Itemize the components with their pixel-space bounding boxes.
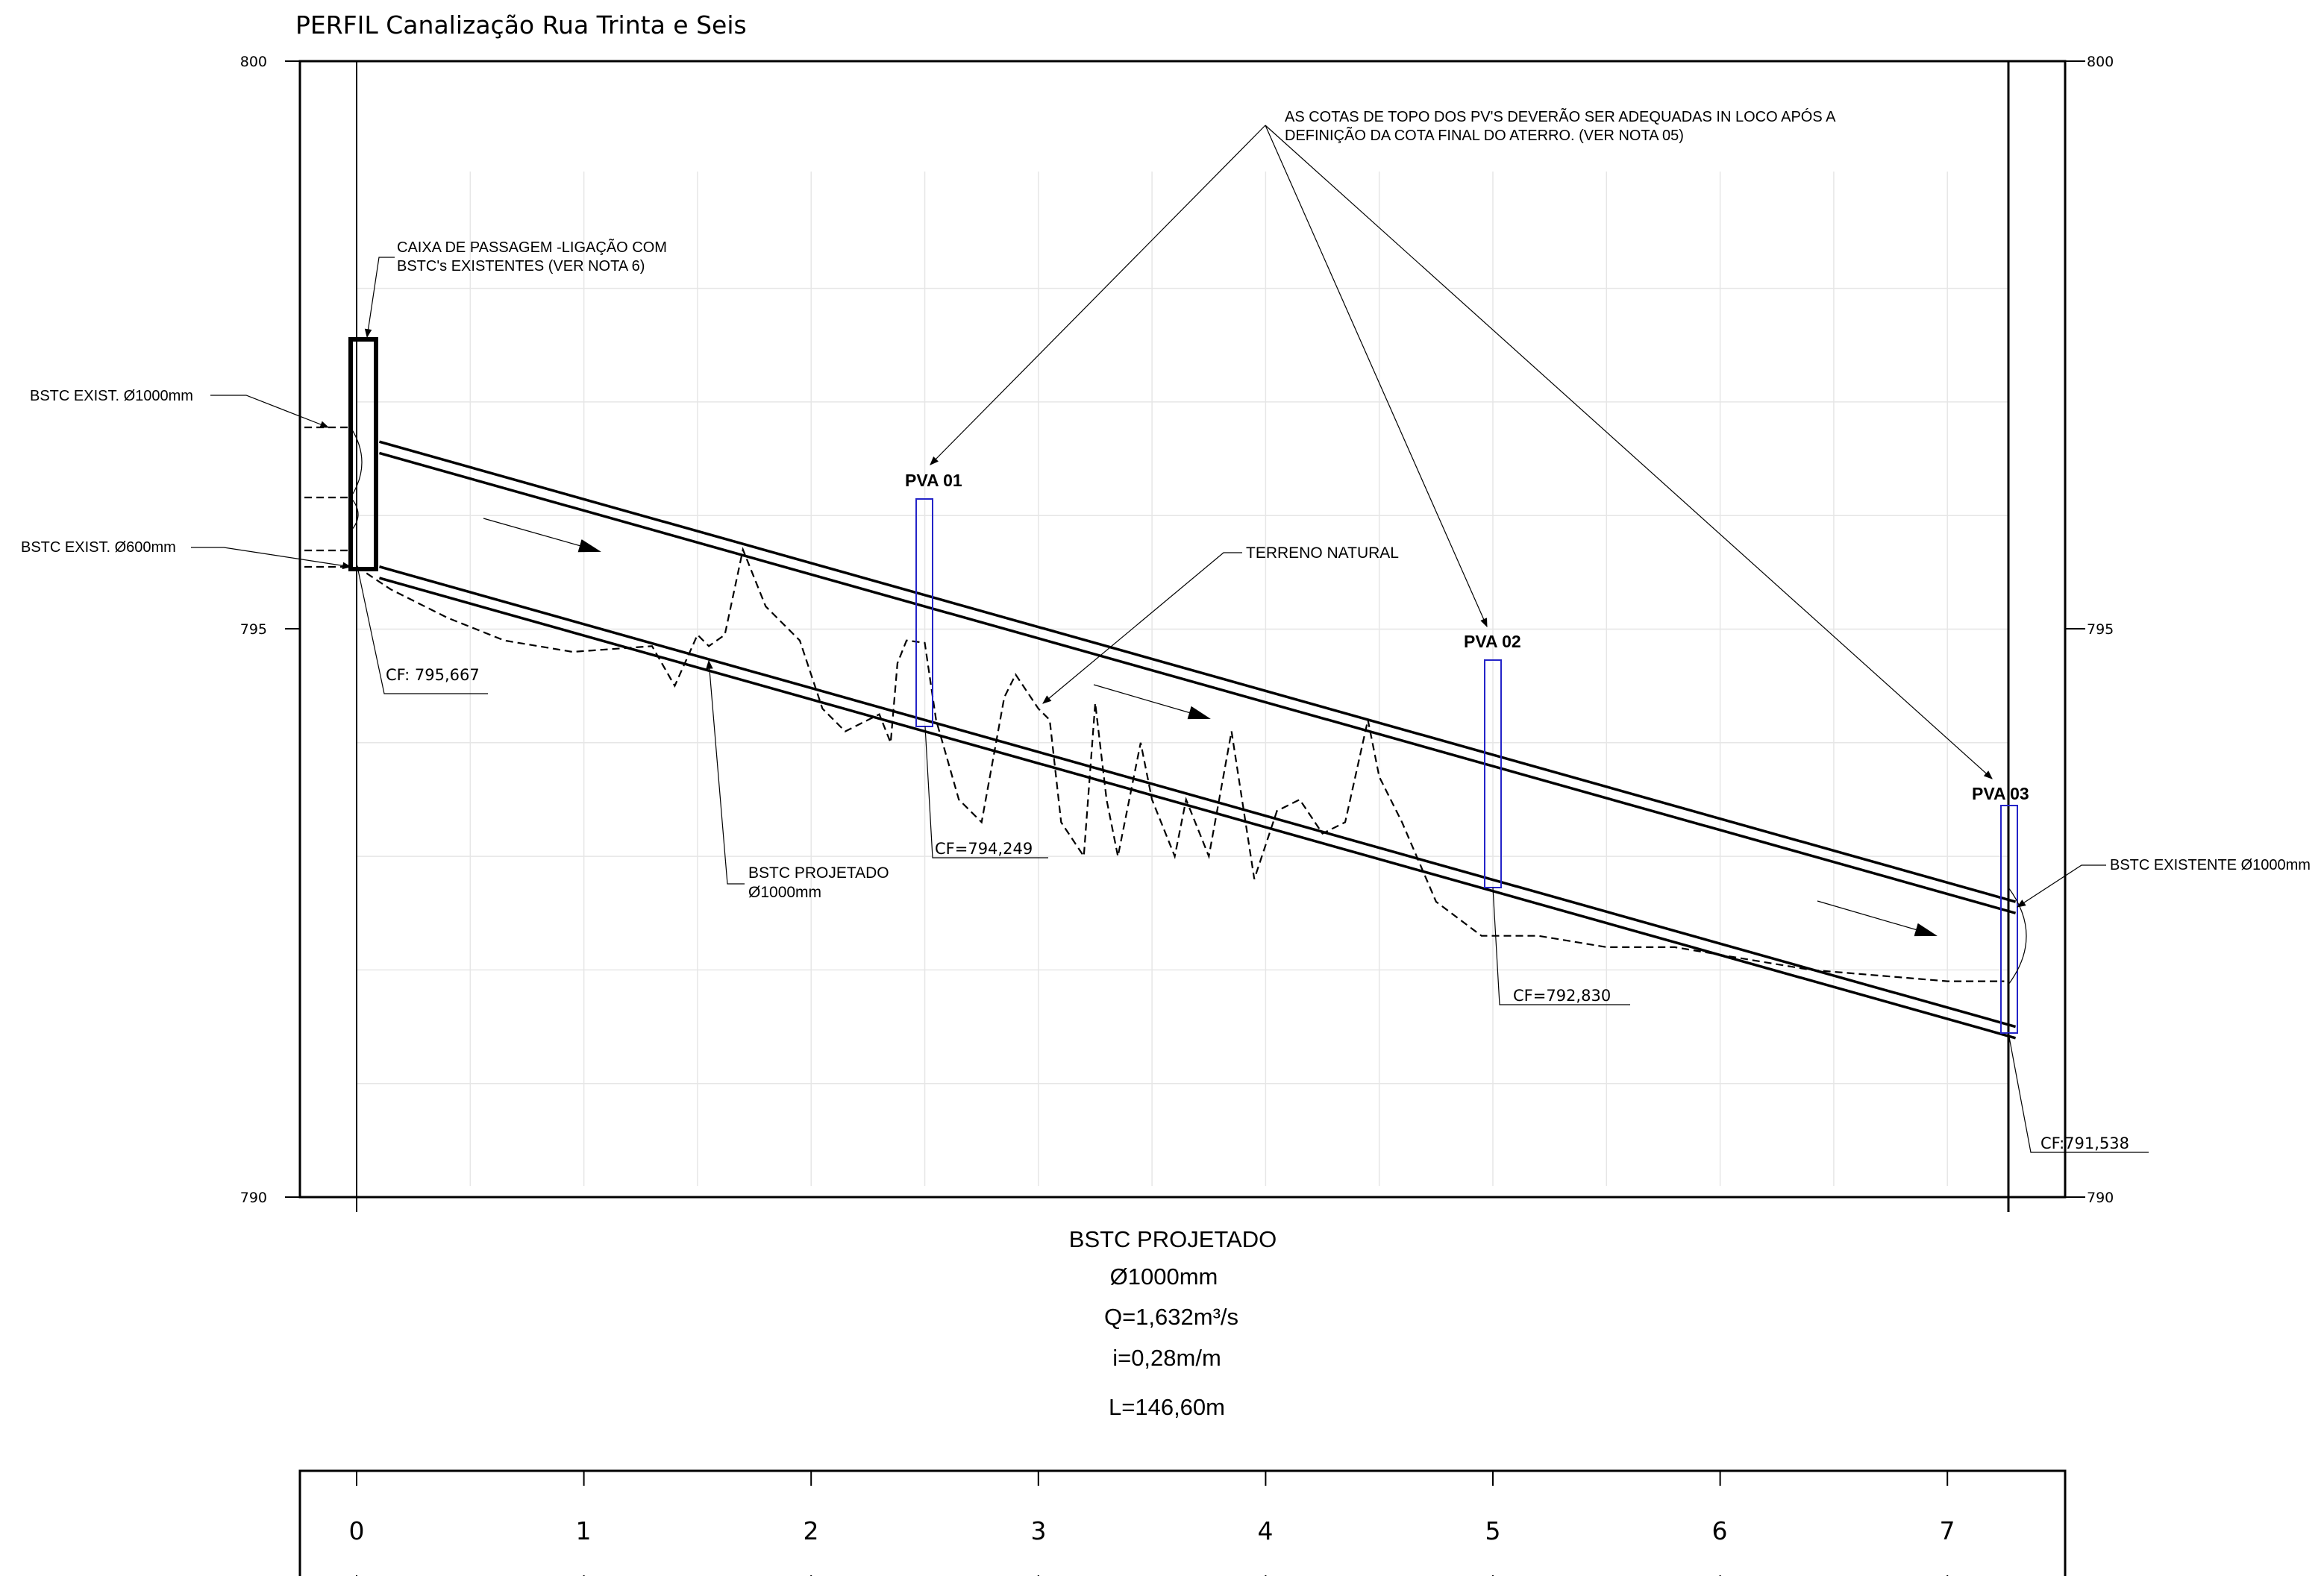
pva-03-label: PVA 03 — [1972, 784, 2029, 803]
y-axis-right: 800 795 790 — [2065, 54, 2114, 1206]
cf-pva-02-label: CF=792,830 — [1513, 987, 1611, 1005]
cf-pva-02-callout: CF=792,830 — [1492, 887, 1630, 1005]
pipe-summary: BSTC PROJETADO Ø1000mm Q=1,632m³/s i=0,2… — [1069, 1226, 1277, 1420]
grid — [357, 172, 2008, 1186]
cf-pva-03-label: CF:791,538 — [2040, 1134, 2129, 1152]
top-note-line2: DEFINIÇÃO DA COTA FINAL DO ATERRO. (VER … — [1285, 126, 1684, 144]
caixa-note: CAIXA DE PASSAGEM -LIGAÇÃO COM BSTC's EX… — [364, 238, 667, 339]
pva-01-well — [915, 498, 933, 727]
x-tick-label: 0 — [349, 1516, 365, 1545]
exist-1000-note: BSTC EXIST. Ø1000mm — [30, 388, 330, 428]
summary-line5: L=146,60m — [1109, 1394, 1225, 1420]
existing-pipe-arc — [2008, 887, 2027, 985]
terrain-profile — [356, 547, 2005, 982]
top-note: AS COTAS DE TOPO DOS PV'S DEVERÃO SER AD… — [930, 107, 1993, 779]
caixa-note-line1: CAIXA DE PASSAGEM -LIGAÇÃO COM — [397, 238, 667, 256]
y-tick-label: 800 — [2087, 54, 2114, 70]
y-tick-label: 790 — [240, 1190, 267, 1206]
cf-pva-01-callout: CF=794,249 — [924, 726, 1048, 858]
x-axis: 0 1 2 3 4 5 6 7 — [349, 1197, 2009, 1576]
existente-note: BSTC EXISTENTE Ø1000mm — [2016, 857, 2311, 908]
exist-600-label: BSTC EXIST. Ø600mm — [21, 539, 176, 556]
terrain-line — [356, 547, 2005, 982]
pipe-wall-line — [378, 565, 2017, 1029]
x-tick-label: 3 — [1031, 1516, 1047, 1545]
pva-01-label: PVA 01 — [905, 471, 962, 490]
flow-arrow — [483, 518, 601, 553]
exist-600-note: BSTC EXIST. Ø600mm — [21, 539, 352, 570]
x-tick-label: 4 — [1258, 1516, 1274, 1545]
x-tick-label: 5 — [1485, 1516, 1501, 1545]
projetado-note: BSTC PROJETADO Ø1000mm — [706, 659, 889, 901]
terreno-label: TERRENO NATURAL — [1246, 544, 1399, 562]
pipe-wall-line — [378, 451, 2017, 914]
x-tick-label: 6 — [1712, 1516, 1728, 1545]
pva-02-label: PVA 02 — [1464, 632, 1521, 651]
x-tick-label: 2 — [804, 1516, 819, 1545]
projetado-label-line1: BSTC PROJETADO — [748, 864, 889, 882]
summary-line1: BSTC PROJETADO — [1069, 1226, 1277, 1252]
cf-box-label: CF: 795,667 — [386, 666, 480, 684]
cf-pva-01-label: CF=794,249 — [935, 840, 1033, 858]
pva-03-well — [2000, 805, 2018, 1034]
pipe-wall-line — [378, 440, 2017, 903]
summary-line3: Q=1,632m³/s — [1104, 1304, 1238, 1330]
cf-pva-03-callout: CF:791,538 — [2008, 1032, 2149, 1153]
terreno-note: TERRENO NATURAL — [1042, 544, 1399, 704]
exist-1000-label: BSTC EXIST. Ø1000mm — [30, 388, 193, 404]
projetado-label-line2: Ø1000mm — [748, 884, 821, 901]
y-tick-label: 795 — [240, 621, 267, 638]
page-title: PERFIL Canalização Rua Trinta e Seis — [295, 10, 747, 40]
junction-box — [348, 337, 378, 571]
flow-arrow — [1093, 684, 1211, 720]
summary-line2: Ø1000mm — [1110, 1263, 1218, 1290]
pipe-wall-line — [378, 577, 2017, 1040]
flow-arrow — [1817, 900, 1938, 937]
top-note-line1: AS COTAS DE TOPO DOS PV'S DEVERÃO SER AD… — [1285, 107, 1836, 125]
cf-box-callout: CF: 795,667 — [356, 562, 488, 694]
y-tick-label: 790 — [2087, 1190, 2114, 1206]
existente-label: BSTC EXISTENTE Ø1000mm — [2110, 857, 2311, 873]
caixa-note-line2: BSTC's EXISTENTES (VER NOTA 6) — [397, 258, 645, 274]
x-tick-label: 7 — [1940, 1516, 1955, 1545]
y-axis-left: 800 795 790 — [240, 54, 300, 1206]
x-tick-label: 1 — [576, 1516, 592, 1545]
summary-line4: i=0,28m/m — [1112, 1345, 1221, 1371]
station-band — [298, 1469, 2067, 1576]
y-tick-label: 800 — [240, 54, 267, 70]
flow-arrows — [483, 518, 1938, 937]
y-tick-label: 795 — [2087, 621, 2114, 638]
pipe-lines — [378, 440, 2017, 1040]
